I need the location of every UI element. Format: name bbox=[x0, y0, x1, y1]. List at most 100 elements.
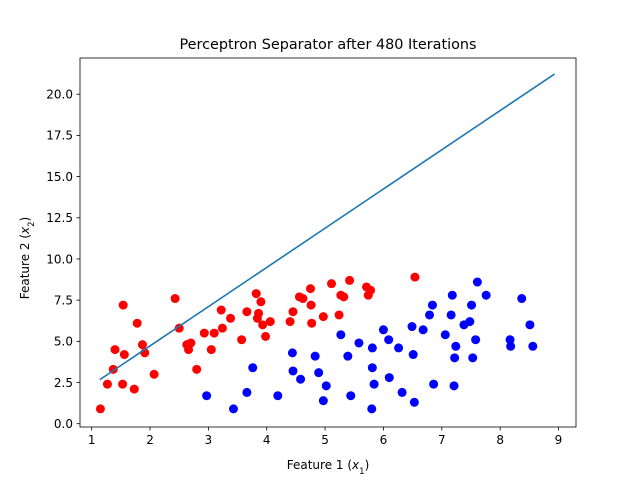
blue-point bbox=[449, 381, 459, 391]
red-point bbox=[186, 338, 196, 348]
red-point bbox=[118, 300, 128, 310]
red-point bbox=[318, 312, 328, 322]
blue-point bbox=[447, 290, 457, 300]
blue-point bbox=[472, 277, 482, 287]
blue-point bbox=[228, 404, 238, 414]
red-point bbox=[366, 285, 376, 295]
y-tick-label: 7.5 bbox=[54, 293, 73, 307]
blue-point bbox=[450, 353, 460, 363]
scatter-points bbox=[95, 73, 555, 414]
y-tick-label: 20.0 bbox=[46, 88, 73, 102]
x-tick-label: 6 bbox=[380, 433, 388, 447]
blue-point bbox=[346, 391, 356, 401]
blue-point bbox=[505, 335, 515, 345]
y-tick-label: 10.0 bbox=[46, 252, 73, 266]
blue-point bbox=[273, 391, 283, 401]
red-point bbox=[95, 404, 105, 414]
red-point bbox=[149, 369, 159, 379]
blue-point bbox=[384, 373, 394, 383]
blue-point bbox=[528, 341, 538, 351]
blue-point bbox=[367, 404, 377, 414]
blue-point bbox=[468, 353, 478, 363]
y-tick-label: 12.5 bbox=[46, 211, 73, 225]
red-point bbox=[170, 294, 180, 304]
x-tick-label: 8 bbox=[496, 433, 504, 447]
blue-point bbox=[429, 379, 439, 389]
blue-point bbox=[517, 294, 527, 304]
red-point bbox=[206, 345, 216, 355]
x-tick-label: 9 bbox=[555, 433, 563, 447]
red-point bbox=[258, 320, 268, 330]
y-tick-label: 15.0 bbox=[46, 170, 73, 184]
blue-point bbox=[318, 396, 328, 406]
x-axis: 1 2 3 4 5 6 7 8 9 bbox=[88, 427, 562, 447]
red-point bbox=[305, 284, 315, 294]
blue-point bbox=[525, 320, 535, 330]
blue-point bbox=[354, 338, 364, 348]
blue-point bbox=[397, 387, 407, 397]
chart-title: Perceptron Separator after 480 Iteration… bbox=[179, 37, 476, 53]
blue-point bbox=[446, 310, 456, 320]
x-tick-label: 7 bbox=[438, 433, 446, 447]
blue-point bbox=[465, 317, 475, 327]
red-point bbox=[306, 300, 316, 310]
blue-point bbox=[248, 363, 258, 373]
blue-point bbox=[506, 341, 516, 351]
blue-point bbox=[367, 363, 377, 373]
blue-point bbox=[314, 368, 324, 378]
blue-point bbox=[202, 391, 212, 401]
blue-point bbox=[288, 366, 298, 376]
x-tick-label: 1 bbox=[88, 433, 96, 447]
red-point bbox=[129, 384, 139, 394]
red-point bbox=[254, 308, 264, 318]
red-point bbox=[174, 323, 184, 333]
red-point bbox=[137, 340, 147, 350]
blue-point bbox=[310, 351, 320, 361]
blue-point bbox=[408, 350, 418, 360]
red-point bbox=[119, 350, 129, 360]
red-point bbox=[110, 345, 120, 355]
red-point bbox=[216, 305, 226, 315]
plot-area bbox=[79, 57, 577, 428]
blue-point bbox=[367, 343, 377, 353]
blue-point bbox=[451, 341, 461, 351]
blue-point bbox=[418, 325, 428, 335]
blue-point bbox=[467, 300, 477, 310]
red-point bbox=[256, 297, 266, 307]
blue-point bbox=[321, 381, 331, 391]
blue-point bbox=[287, 348, 297, 358]
red-point bbox=[209, 328, 219, 338]
separator-line bbox=[99, 73, 555, 381]
red-point bbox=[102, 379, 112, 389]
blue-point bbox=[425, 310, 435, 320]
red-point bbox=[242, 307, 252, 317]
red-point bbox=[298, 294, 308, 304]
blue-point bbox=[394, 343, 404, 353]
red-point bbox=[265, 317, 275, 327]
x-tick-label: 2 bbox=[146, 433, 154, 447]
red-point bbox=[118, 379, 128, 389]
red-point bbox=[261, 331, 271, 341]
red-point bbox=[285, 317, 295, 327]
x-tick-label: 5 bbox=[321, 433, 329, 447]
x-tick-label: 4 bbox=[263, 433, 271, 447]
blue-point bbox=[242, 387, 252, 397]
red-point bbox=[226, 313, 236, 323]
red-point bbox=[237, 335, 247, 345]
axes-frame bbox=[79, 57, 577, 428]
red-point bbox=[307, 318, 317, 328]
blue-point bbox=[409, 397, 419, 407]
blue-point bbox=[296, 374, 306, 384]
red-point bbox=[217, 323, 227, 333]
red-point bbox=[334, 310, 344, 320]
blue-point bbox=[471, 335, 481, 345]
blue-point bbox=[378, 325, 388, 335]
blue-point bbox=[407, 322, 417, 332]
y-tick-label: 0.0 bbox=[54, 417, 73, 431]
blue-point bbox=[336, 330, 346, 340]
red-point bbox=[327, 279, 337, 289]
x-axis-label: Feature 1 (x1) bbox=[287, 458, 370, 477]
x-tick-label: 3 bbox=[205, 433, 213, 447]
red-point bbox=[132, 318, 142, 328]
